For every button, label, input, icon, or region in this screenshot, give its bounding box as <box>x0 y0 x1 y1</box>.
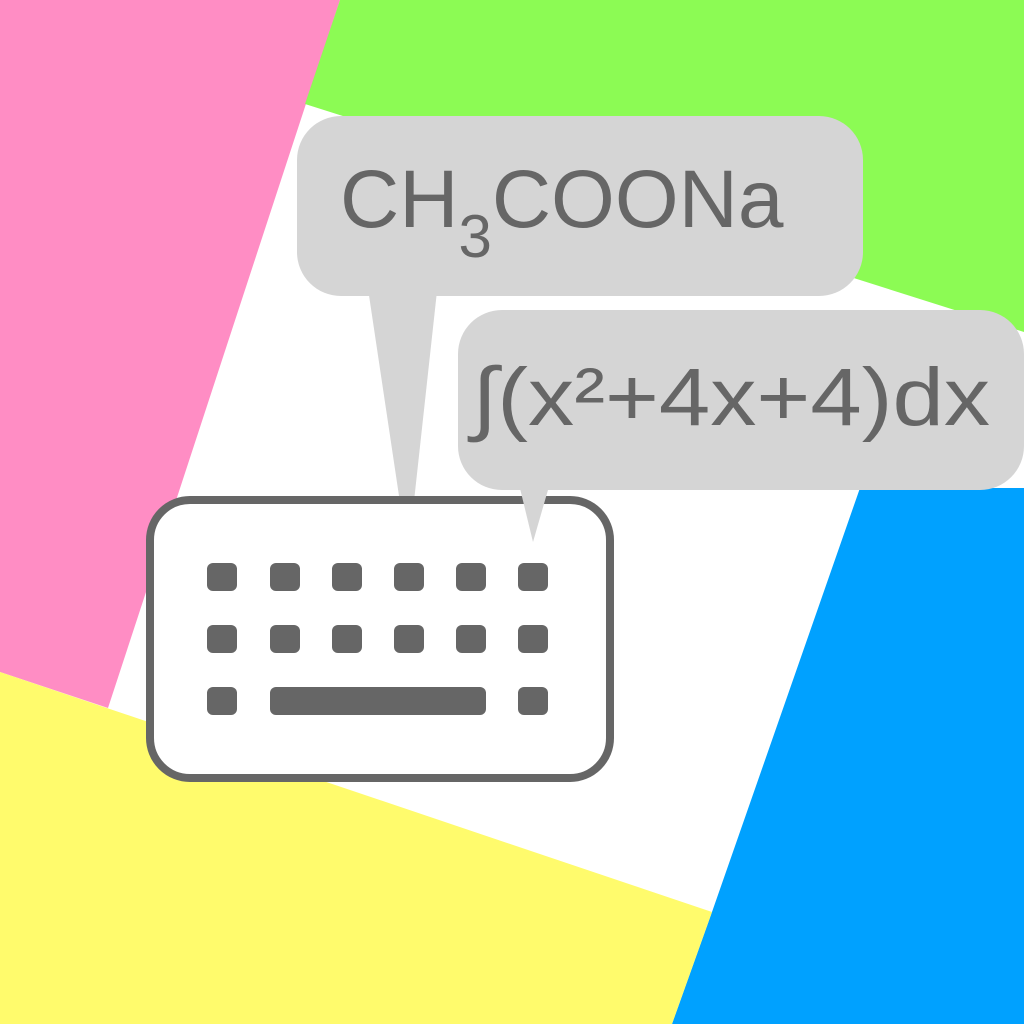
key-row2-3 <box>332 625 362 653</box>
speech-bubble-math: ∫(x²+4x+4)dx <box>458 310 1024 542</box>
key-row1-5 <box>456 563 486 591</box>
key-row1-2 <box>270 563 300 591</box>
background-blue-panel <box>672 488 1024 1024</box>
keyboard-icon <box>146 496 614 782</box>
key-row3-left <box>207 687 237 715</box>
key-spacebar <box>270 687 486 715</box>
key-row1-3 <box>332 563 362 591</box>
key-row2-5 <box>456 625 486 653</box>
formula-suffix: COONa <box>492 154 784 245</box>
speech-bubble-chemistry: CH3COONa <box>297 116 863 556</box>
key-row2-6 <box>518 625 548 653</box>
key-row2-1 <box>207 625 237 653</box>
key-row1-6 <box>518 563 548 591</box>
keyboard-frame <box>146 496 614 782</box>
key-row3-right <box>518 687 548 715</box>
formula-prefix: CH <box>340 154 458 245</box>
key-row2-2 <box>270 625 300 653</box>
integral-expression: ∫(x²+4x+4)dx <box>467 352 990 443</box>
key-row1-4 <box>394 563 424 591</box>
chemistry-formula: CH3COONa <box>340 154 784 270</box>
formula-subscript: 3 <box>458 203 491 270</box>
bubble-chemistry-tail <box>367 282 438 556</box>
key-row1-1 <box>207 563 237 591</box>
key-row2-4 <box>394 625 424 653</box>
keyboard-keys <box>207 563 548 715</box>
bubble-math-body <box>458 310 1024 490</box>
bubble-chemistry-body <box>297 116 863 296</box>
background-pink-panel <box>0 0 340 708</box>
bubble-math-tail <box>517 476 552 542</box>
